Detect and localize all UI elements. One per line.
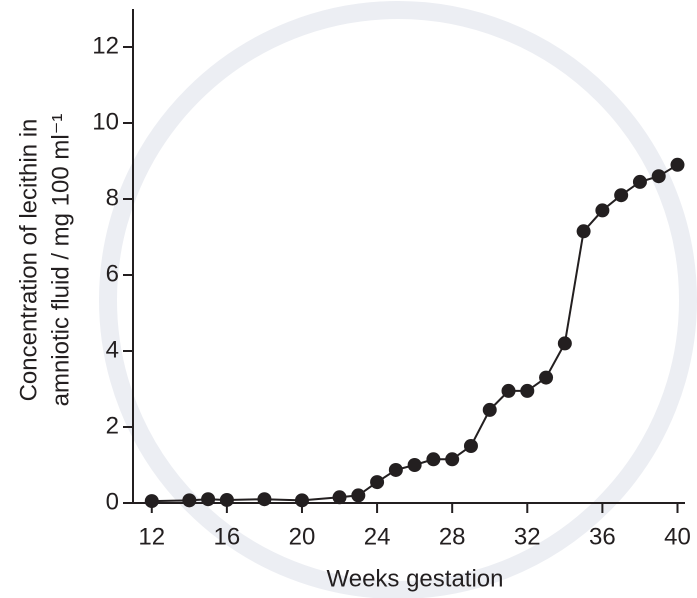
- data-point: [370, 475, 385, 490]
- data-point: [351, 488, 366, 503]
- data-point: [520, 383, 535, 398]
- data-point: [501, 383, 516, 398]
- y-tick-label: 10: [92, 108, 119, 135]
- data-point: [182, 493, 197, 508]
- y-tick-label: 8: [106, 184, 119, 211]
- data-point: [426, 452, 441, 467]
- x-tick-label: 16: [214, 523, 241, 550]
- y-tick-label: 2: [106, 412, 119, 439]
- y-axis-label: Concentration of lecithin in: [15, 119, 42, 402]
- x-tick-label: 28: [439, 523, 466, 550]
- data-point: [463, 439, 478, 453]
- data-point: [557, 336, 572, 351]
- data-point: [595, 203, 610, 218]
- y-tick-label: 6: [106, 260, 119, 287]
- x-tick-label: 40: [664, 523, 691, 550]
- data-point: [144, 494, 159, 509]
- data-point: [614, 188, 629, 203]
- x-tick-label: 32: [514, 523, 541, 550]
- data-point: [294, 493, 309, 508]
- data-point: [576, 224, 591, 239]
- y-axis-label: amniotic fluid / mg 100 ml⁻¹: [47, 114, 74, 407]
- y-tick-label: 0: [106, 488, 119, 515]
- watermark: [99, 1, 697, 598]
- x-axis-label: Weeks gestation: [327, 565, 504, 592]
- data-point: [445, 452, 460, 467]
- data-point: [219, 492, 234, 507]
- data-point: [257, 492, 272, 507]
- data-point: [632, 174, 647, 189]
- data-point: [482, 402, 497, 417]
- data-point: [332, 490, 347, 505]
- data-point: [407, 458, 422, 472]
- x-tick-label: 12: [138, 523, 165, 550]
- data-point: [670, 157, 685, 172]
- data-point: [651, 169, 666, 184]
- data-point: [539, 370, 554, 385]
- data-point: [388, 462, 403, 477]
- y-tick-label: 4: [106, 336, 119, 363]
- x-tick-label: 24: [364, 523, 391, 550]
- x-tick-label: 20: [289, 523, 316, 550]
- x-tick-label: 36: [589, 523, 616, 550]
- data-point: [201, 492, 216, 507]
- y-tick-label: 12: [92, 32, 119, 59]
